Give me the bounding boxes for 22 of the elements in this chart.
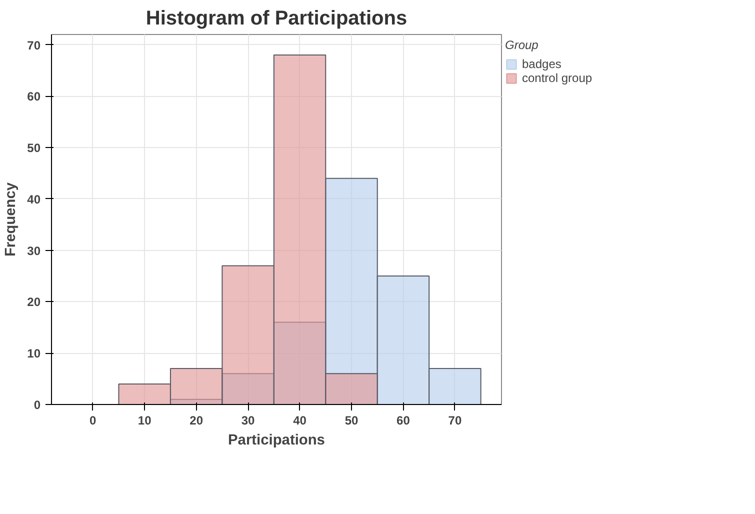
chart-title: Histogram of Participations [146,8,408,30]
x-tick-label: 30 [241,414,256,428]
x-tick-label: 0 [90,414,97,428]
y-tick-label: 40 [27,192,41,206]
x-tick-label: 20 [190,414,204,428]
y-tick-label: 60 [27,90,41,104]
x-tick-label: 70 [448,414,462,428]
x-tick-label: 10 [138,414,152,428]
legend-label: badges [522,57,562,71]
y-tick-label: 0 [34,398,41,412]
x-tick-label: 40 [293,414,307,428]
y-tick-label: 30 [27,244,41,258]
legend-label: control group [522,71,592,85]
y-tick-label: 50 [27,141,41,156]
x-axis-title: Participations [228,432,325,448]
y-tick-label: 70 [27,38,41,52]
y-axis-title: Frequency [3,182,20,257]
x-tick-label: 60 [396,414,410,428]
legend-title: Group [505,38,540,52]
x-tick-label: 50 [344,414,358,428]
y-tick-label: 10 [27,346,41,361]
y-tick-label: 20 [27,295,41,310]
